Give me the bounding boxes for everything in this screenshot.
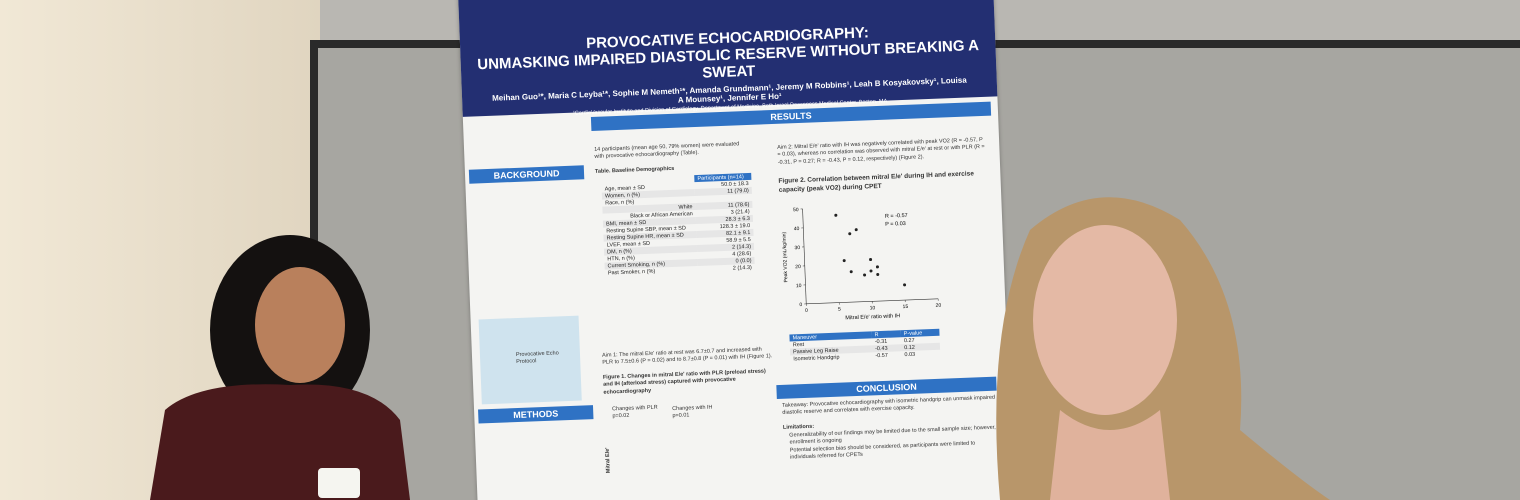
y-tick-label: 30 <box>794 245 800 251</box>
point <box>863 273 867 277</box>
p-label: P = 0.03 <box>885 221 906 228</box>
y-tick-label: 40 <box>794 226 800 232</box>
neck <box>1050 410 1170 500</box>
x-tick-label: 20 <box>936 303 942 309</box>
name-badge <box>318 468 360 498</box>
axis <box>802 208 807 304</box>
shirt <box>150 384 410 500</box>
x-tick-label: 10 <box>870 305 876 311</box>
y-axis-label: Peak VO2 (mL/kg/min) <box>781 231 789 282</box>
x-tick-label: 15 <box>903 304 909 310</box>
y-tick-label: 50 <box>793 207 799 213</box>
point <box>842 259 846 263</box>
point <box>903 283 907 287</box>
y-tick-label: 20 <box>795 264 801 270</box>
point <box>849 270 853 274</box>
point <box>869 258 873 262</box>
y-tick-label: 0 <box>799 302 802 308</box>
poster: PROVOCATIVE ECHOCARDIOGRAPHY: UNMASKING … <box>458 0 1013 500</box>
right-area: RESULTS 14 participants (mean age 50, 79… <box>590 101 997 473</box>
point <box>876 272 880 276</box>
point <box>869 269 873 273</box>
x-axis-label: Mitral E/e' ratio with IH <box>845 313 900 321</box>
r-label: R = -0.57 <box>885 213 908 220</box>
x-tick-label: 5 <box>838 307 841 313</box>
x-tick-label: 0 <box>805 308 808 314</box>
face <box>255 267 345 383</box>
point <box>848 232 852 236</box>
scatter-plot: 0 5 10 15 20 0 10 20 30 40 50 Mitral E/e' ratio wit… <box>781 207 942 321</box>
face <box>1033 225 1177 415</box>
point <box>834 213 838 217</box>
point <box>875 265 879 269</box>
y-tick-label: 10 <box>796 283 802 289</box>
point <box>854 228 858 232</box>
